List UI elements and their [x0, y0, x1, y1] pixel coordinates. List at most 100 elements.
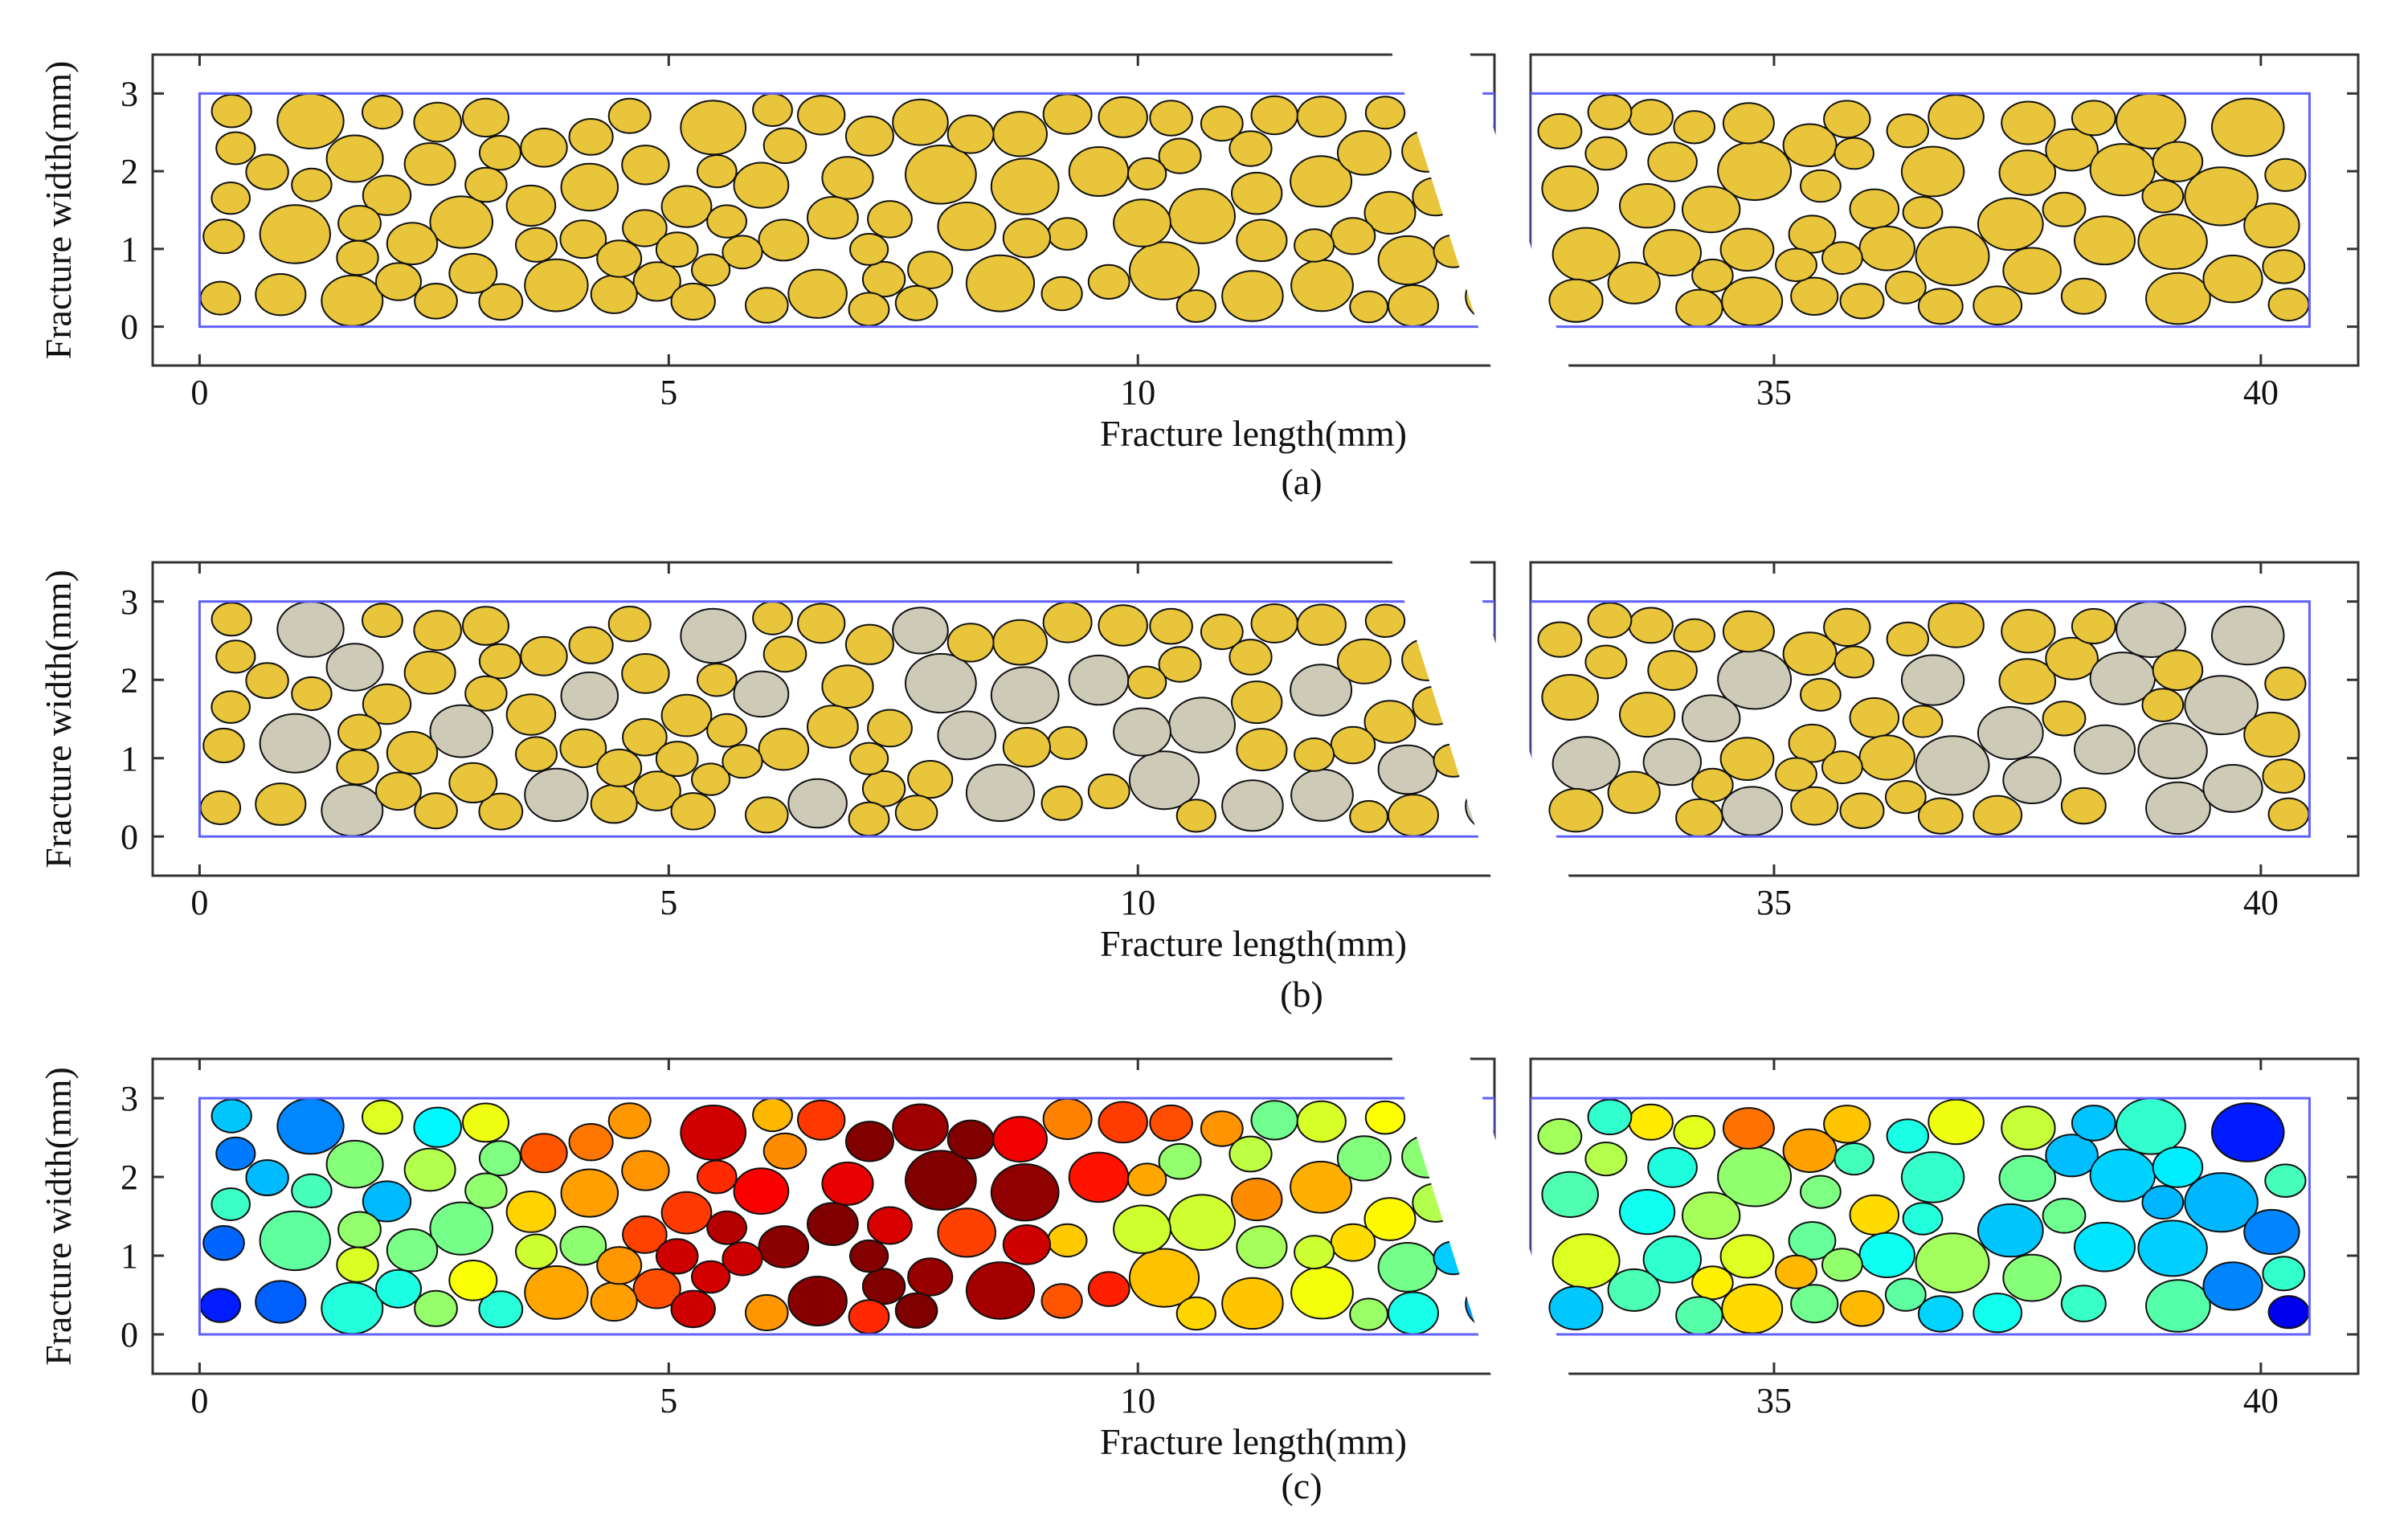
particle	[1363, 190, 1417, 235]
particle	[797, 603, 846, 644]
particle	[1607, 1268, 1661, 1312]
x-tick-label: 10	[1120, 373, 1155, 412]
particle	[894, 795, 938, 831]
particles-right	[1531, 92, 2311, 329]
particle	[403, 142, 456, 186]
particle	[706, 204, 747, 239]
particle	[448, 1260, 498, 1301]
particle	[1902, 1202, 1944, 1236]
particle	[1587, 94, 1633, 130]
particle	[2071, 1105, 2116, 1142]
particle	[1800, 1175, 1842, 1209]
particle	[2137, 722, 2208, 780]
particle	[1388, 1291, 1439, 1335]
particle	[1098, 1101, 1148, 1144]
axis-break	[1386, 1039, 1575, 1394]
particle	[622, 717, 668, 757]
particle	[1619, 183, 1676, 229]
particle	[660, 1191, 713, 1235]
particle	[448, 252, 498, 294]
particle	[680, 100, 747, 156]
particle	[362, 1099, 403, 1135]
particle	[2042, 701, 2087, 737]
particle	[1834, 137, 1874, 170]
particle	[655, 231, 699, 268]
particle	[1917, 288, 1964, 325]
particle	[414, 792, 458, 830]
y-axis-label: Fracture width(mm)	[38, 570, 79, 868]
particle	[1250, 603, 1298, 643]
particle	[1788, 214, 1837, 254]
particle	[2184, 675, 2259, 736]
particle	[1221, 1277, 1284, 1330]
particle	[937, 1207, 996, 1258]
particle	[1231, 680, 1283, 725]
particle	[1541, 165, 1599, 212]
particle	[1128, 1248, 1200, 1308]
particle	[905, 145, 977, 205]
particle	[1790, 786, 1839, 826]
particle	[414, 1289, 458, 1327]
particle	[1839, 283, 1885, 320]
particle	[2267, 797, 2310, 831]
particles-right	[1531, 1097, 2311, 1336]
particle	[1775, 247, 1817, 283]
particle	[2267, 1295, 2310, 1330]
particle	[1973, 795, 2023, 835]
particle	[362, 1180, 412, 1223]
particle	[892, 1103, 949, 1152]
particle	[2202, 764, 2263, 813]
x-tick-label: 40	[2243, 1381, 2279, 1420]
particle	[758, 219, 810, 262]
particle	[1607, 770, 1661, 815]
particle	[1087, 264, 1130, 300]
particle	[1800, 677, 1842, 712]
particle	[1973, 285, 2023, 326]
particle	[1229, 130, 1273, 167]
particle	[215, 639, 256, 674]
particle	[2141, 688, 2185, 722]
particle	[1682, 694, 1741, 743]
particle	[990, 666, 1060, 725]
particle	[386, 1228, 439, 1273]
particle	[965, 1261, 1036, 1320]
panel-c: 0 5 10 35 40 0 1 2 3 Fracture length(mm) Fracture …	[38, 1039, 2360, 1506]
particle	[2262, 249, 2306, 284]
particle	[821, 156, 874, 200]
particle	[621, 1150, 670, 1191]
particle	[1541, 1171, 1599, 1219]
domain-boundary	[198, 600, 1494, 838]
particle	[1782, 631, 1838, 676]
particle	[1377, 744, 1438, 795]
y-tick-label: 2	[121, 1158, 138, 1197]
particle	[245, 1159, 289, 1196]
y-tick-label: 2	[121, 152, 138, 191]
domain-boundary	[198, 92, 1494, 329]
particle	[429, 195, 494, 249]
particle	[1998, 149, 2057, 196]
particle	[2002, 1253, 2062, 1302]
particle	[1790, 276, 1839, 316]
particle	[848, 1299, 890, 1334]
particle	[1002, 218, 1052, 259]
particle	[848, 801, 890, 837]
particle	[1231, 1177, 1283, 1222]
particle	[849, 232, 889, 266]
panel-label: (a)	[1281, 461, 1322, 502]
particle	[946, 623, 995, 663]
particle	[1647, 141, 1698, 182]
particle	[1719, 737, 1775, 781]
particle	[211, 690, 251, 724]
particles-left	[198, 1097, 1494, 1336]
particle	[1250, 1100, 1298, 1141]
particle	[632, 770, 681, 811]
particle	[1691, 1265, 1734, 1301]
particle	[560, 671, 619, 721]
particle	[1902, 705, 1944, 738]
y-tick-label: 0	[121, 308, 138, 347]
particle	[1290, 259, 1354, 313]
particle	[362, 95, 403, 130]
particle	[697, 663, 738, 697]
particle	[505, 693, 557, 736]
particle	[568, 626, 614, 664]
